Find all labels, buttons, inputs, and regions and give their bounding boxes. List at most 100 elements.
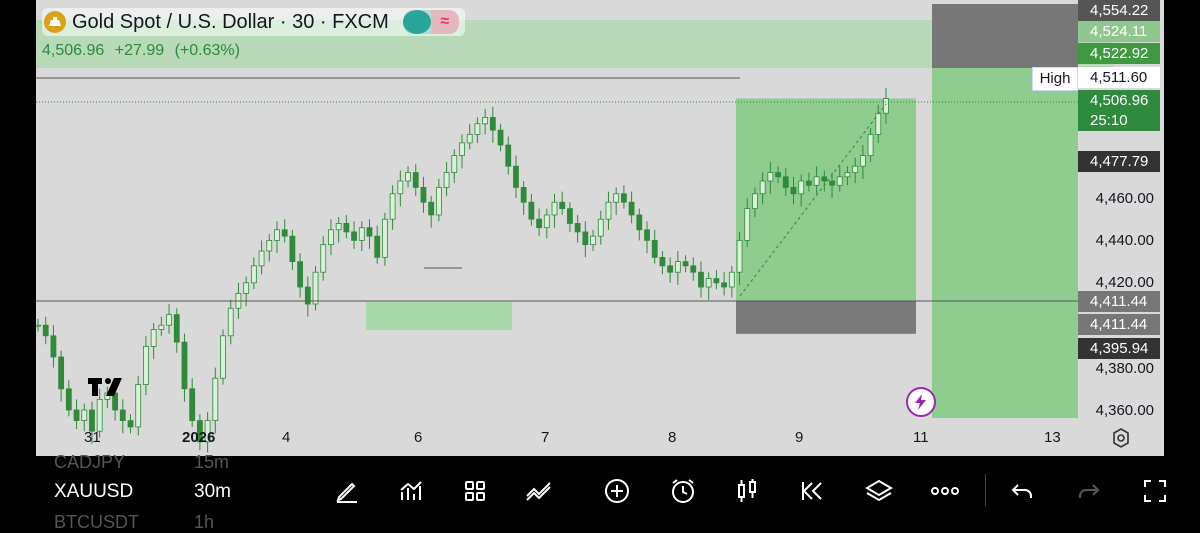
candle	[312, 265, 319, 311]
price-summary: 4,506.96 +27.99 (+0.63%)	[42, 42, 246, 60]
candle	[150, 323, 157, 360]
candle-body	[58, 356, 65, 390]
loss-zone	[736, 300, 916, 334]
candle	[335, 217, 342, 243]
candle-body	[250, 265, 257, 284]
candle-body	[474, 123, 481, 135]
candle-body	[752, 193, 758, 209]
candle-body	[405, 172, 411, 182]
candle	[135, 376, 142, 436]
demand-zone	[366, 302, 512, 330]
candle	[829, 172, 835, 198]
settings-icon[interactable]	[1110, 427, 1132, 454]
candle-body	[366, 227, 373, 237]
lightning-icon[interactable]	[906, 387, 936, 417]
candle	[520, 181, 527, 215]
candle	[489, 106, 496, 143]
symbol-selector[interactable]: XAUUSD	[54, 481, 134, 502]
candle-body	[320, 244, 327, 273]
price-tick: 4,380.00	[1095, 360, 1154, 377]
candle-body	[875, 112, 882, 135]
candle-body	[667, 265, 674, 273]
last-price: 4,506.96	[42, 42, 105, 59]
candle-body	[590, 235, 596, 246]
candle-body	[274, 229, 280, 241]
timeframe-selector[interactable]: 30m	[194, 481, 231, 502]
add-icon[interactable]	[600, 474, 634, 508]
candle-body	[883, 98, 889, 114]
candle	[543, 208, 550, 239]
price-tick: 4,460.00	[1095, 190, 1154, 207]
candle	[775, 166, 781, 184]
candle	[736, 231, 743, 285]
price-chart[interactable]	[36, 0, 1164, 456]
layers-icon[interactable]	[862, 474, 896, 508]
candle	[744, 198, 751, 247]
candles-icon[interactable]	[730, 474, 764, 508]
candle	[58, 350, 65, 402]
candle	[759, 172, 766, 205]
candle	[690, 257, 697, 281]
candle	[320, 236, 327, 281]
candle-body	[567, 208, 573, 224]
candle	[852, 157, 859, 184]
candle-body	[582, 231, 589, 246]
candle-body	[243, 282, 250, 294]
chart-indicator-icon[interactable]	[394, 474, 428, 508]
candle-body	[119, 409, 126, 422]
time-label: 8	[668, 429, 677, 446]
candle-body	[143, 345, 149, 385]
candle-body	[736, 239, 743, 273]
candle	[459, 134, 465, 169]
chart-panel[interactable]: Gold Spot / U.S. Dollar · 30 · FXCM ≈ 4,…	[36, 0, 1164, 456]
more-icon[interactable]	[928, 474, 962, 508]
fullscreen-icon[interactable]	[1138, 474, 1172, 508]
candle	[405, 166, 411, 188]
candle	[382, 212, 388, 266]
pen-icon[interactable]	[330, 474, 364, 508]
candle	[397, 170, 404, 207]
candle-body	[520, 186, 527, 203]
candle-body	[266, 239, 273, 252]
candle	[859, 145, 866, 179]
candle	[713, 270, 720, 290]
candle	[443, 161, 450, 196]
candle-body	[713, 278, 720, 284]
candle-body	[690, 265, 697, 273]
price-tick: 4,360.00	[1095, 402, 1154, 419]
candle	[605, 191, 612, 230]
candle-body	[513, 165, 519, 188]
replay-icon[interactable]	[796, 474, 830, 508]
drawing-tools-icon[interactable]	[522, 474, 556, 508]
status-pill[interactable]: ≈	[402, 10, 459, 34]
candle-body	[497, 129, 504, 146]
candle	[351, 221, 357, 249]
candle	[158, 316, 165, 336]
candle	[181, 333, 188, 402]
candle	[389, 185, 396, 230]
candle-body	[389, 193, 396, 220]
grid-icon[interactable]	[458, 474, 492, 508]
undo-icon[interactable]	[1005, 474, 1039, 508]
candle	[435, 178, 442, 222]
candle	[297, 253, 304, 298]
candle	[613, 187, 620, 215]
symbol-header[interactable]: Gold Spot / U.S. Dollar · 30 · FXCM ≈	[42, 8, 465, 36]
candle	[204, 412, 211, 453]
price-tag-target-top: 4,554.22	[1078, 0, 1160, 21]
candle-body	[435, 186, 442, 216]
price-tag-high: 4,511.60	[1078, 67, 1160, 88]
candle	[358, 221, 365, 251]
candle-body	[551, 201, 558, 216]
price-tag-entry: 4,411.44	[1078, 291, 1160, 312]
candle-body	[852, 165, 859, 173]
candle	[698, 261, 704, 298]
redo-icon[interactable]	[1072, 474, 1106, 508]
alarm-icon[interactable]	[666, 474, 700, 508]
candle	[574, 214, 581, 243]
candle	[36, 318, 41, 332]
candle	[705, 272, 712, 300]
candle-body	[42, 324, 49, 337]
candle	[813, 166, 820, 194]
candle-body	[489, 117, 496, 131]
